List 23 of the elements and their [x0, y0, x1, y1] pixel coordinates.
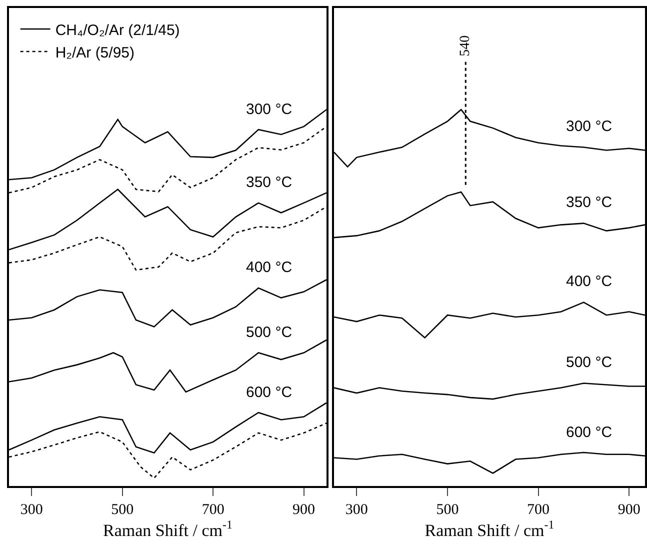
x-axis-title: Raman Shift / cm$^{-1}$ [424, 518, 554, 540]
annotation: 300 °C [566, 118, 612, 135]
annotation: 400 °C [566, 273, 612, 290]
annotation: 500 °C [566, 354, 612, 371]
x-tick-label: 500 [111, 502, 134, 518]
annotation: 600 °C [246, 384, 292, 401]
legend-label: H₂/Ar (5/95) [55, 44, 135, 62]
ref-line-label: 540 [458, 35, 473, 56]
annotation: 500 °C [246, 324, 292, 341]
annotation: 350 °C [566, 194, 612, 211]
x-tick-label: 700 [527, 502, 550, 518]
annotation: 350 °C [246, 174, 292, 191]
x-tick-label: 300 [345, 502, 368, 518]
x-tick-label: 500 [436, 502, 459, 518]
x-tick-label: 300 [20, 502, 43, 518]
x-tick-label: 700 [202, 502, 224, 518]
annotation: 600 °C [566, 424, 612, 441]
annotation: 300 °C [246, 101, 292, 118]
x-axis-title: Raman Shift / cm$^{-1}$ [103, 518, 232, 540]
x-tick-label: 900 [292, 502, 316, 518]
x-tick-label: 900 [618, 502, 640, 518]
legend-label: CH₄/O₂/Ar (2/1/45) [55, 22, 180, 39]
annotation: 400 °C [246, 259, 292, 276]
